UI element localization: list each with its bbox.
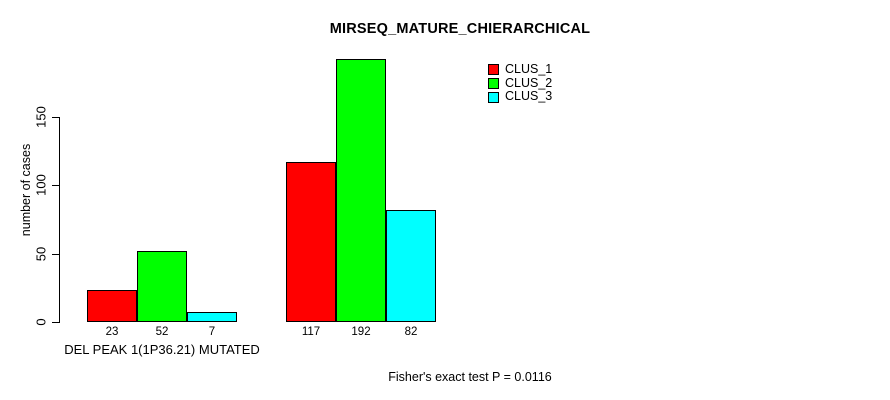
y-tick-mark <box>52 322 59 323</box>
y-tick-label: 50 <box>33 246 49 261</box>
legend-item: CLUS_3 <box>488 90 552 104</box>
bar-clus_2-group2 <box>336 59 386 322</box>
legend-swatch <box>488 91 499 103</box>
bar-clus_3-group1 <box>187 312 237 322</box>
legend-swatch <box>488 64 499 76</box>
legend-label: CLUS_2 <box>505 75 553 90</box>
chart-title: MIRSEQ_MATURE_CHIERARCHICAL <box>329 21 591 37</box>
y-tick-mark <box>52 185 59 186</box>
bar-value-label: 7 <box>208 326 216 338</box>
stat-annotation: Fisher's exact test P = 0.0116 <box>388 370 552 384</box>
bar-value-label: 117 <box>301 326 321 338</box>
y-tick-mark <box>52 253 59 255</box>
bar-clus_1-group2 <box>286 162 336 322</box>
y-tick-label: 150 <box>33 105 49 128</box>
bar-clus_1-group1 <box>87 290 137 322</box>
bar-value-label: 82 <box>404 326 418 338</box>
bar-value-label: 192 <box>351 326 371 338</box>
bar-value-label: 52 <box>155 326 169 338</box>
y-tick-mark <box>52 116 59 118</box>
legend-item: CLUS_1 <box>488 62 553 77</box>
legend-item: CLUS_2 <box>488 75 553 91</box>
bar-value-label: 23 <box>105 326 119 338</box>
legend-label: CLUS_1 <box>505 62 553 76</box>
y-axis-line <box>59 116 60 323</box>
bar-clus_2-group1 <box>137 251 187 322</box>
legend-label: CLUS_3 <box>505 89 553 104</box>
bar-clus_3-group2 <box>386 210 436 322</box>
y-tick-label: 0 <box>33 318 49 326</box>
x-category-label: DEL PEAK 1(1P36.21) MUTATED <box>64 342 260 357</box>
legend: CLUS_1 CLUS_2 CLUS_3 <box>488 62 553 104</box>
y-tick-label: 100 <box>33 174 49 196</box>
legend-swatch <box>488 78 499 90</box>
